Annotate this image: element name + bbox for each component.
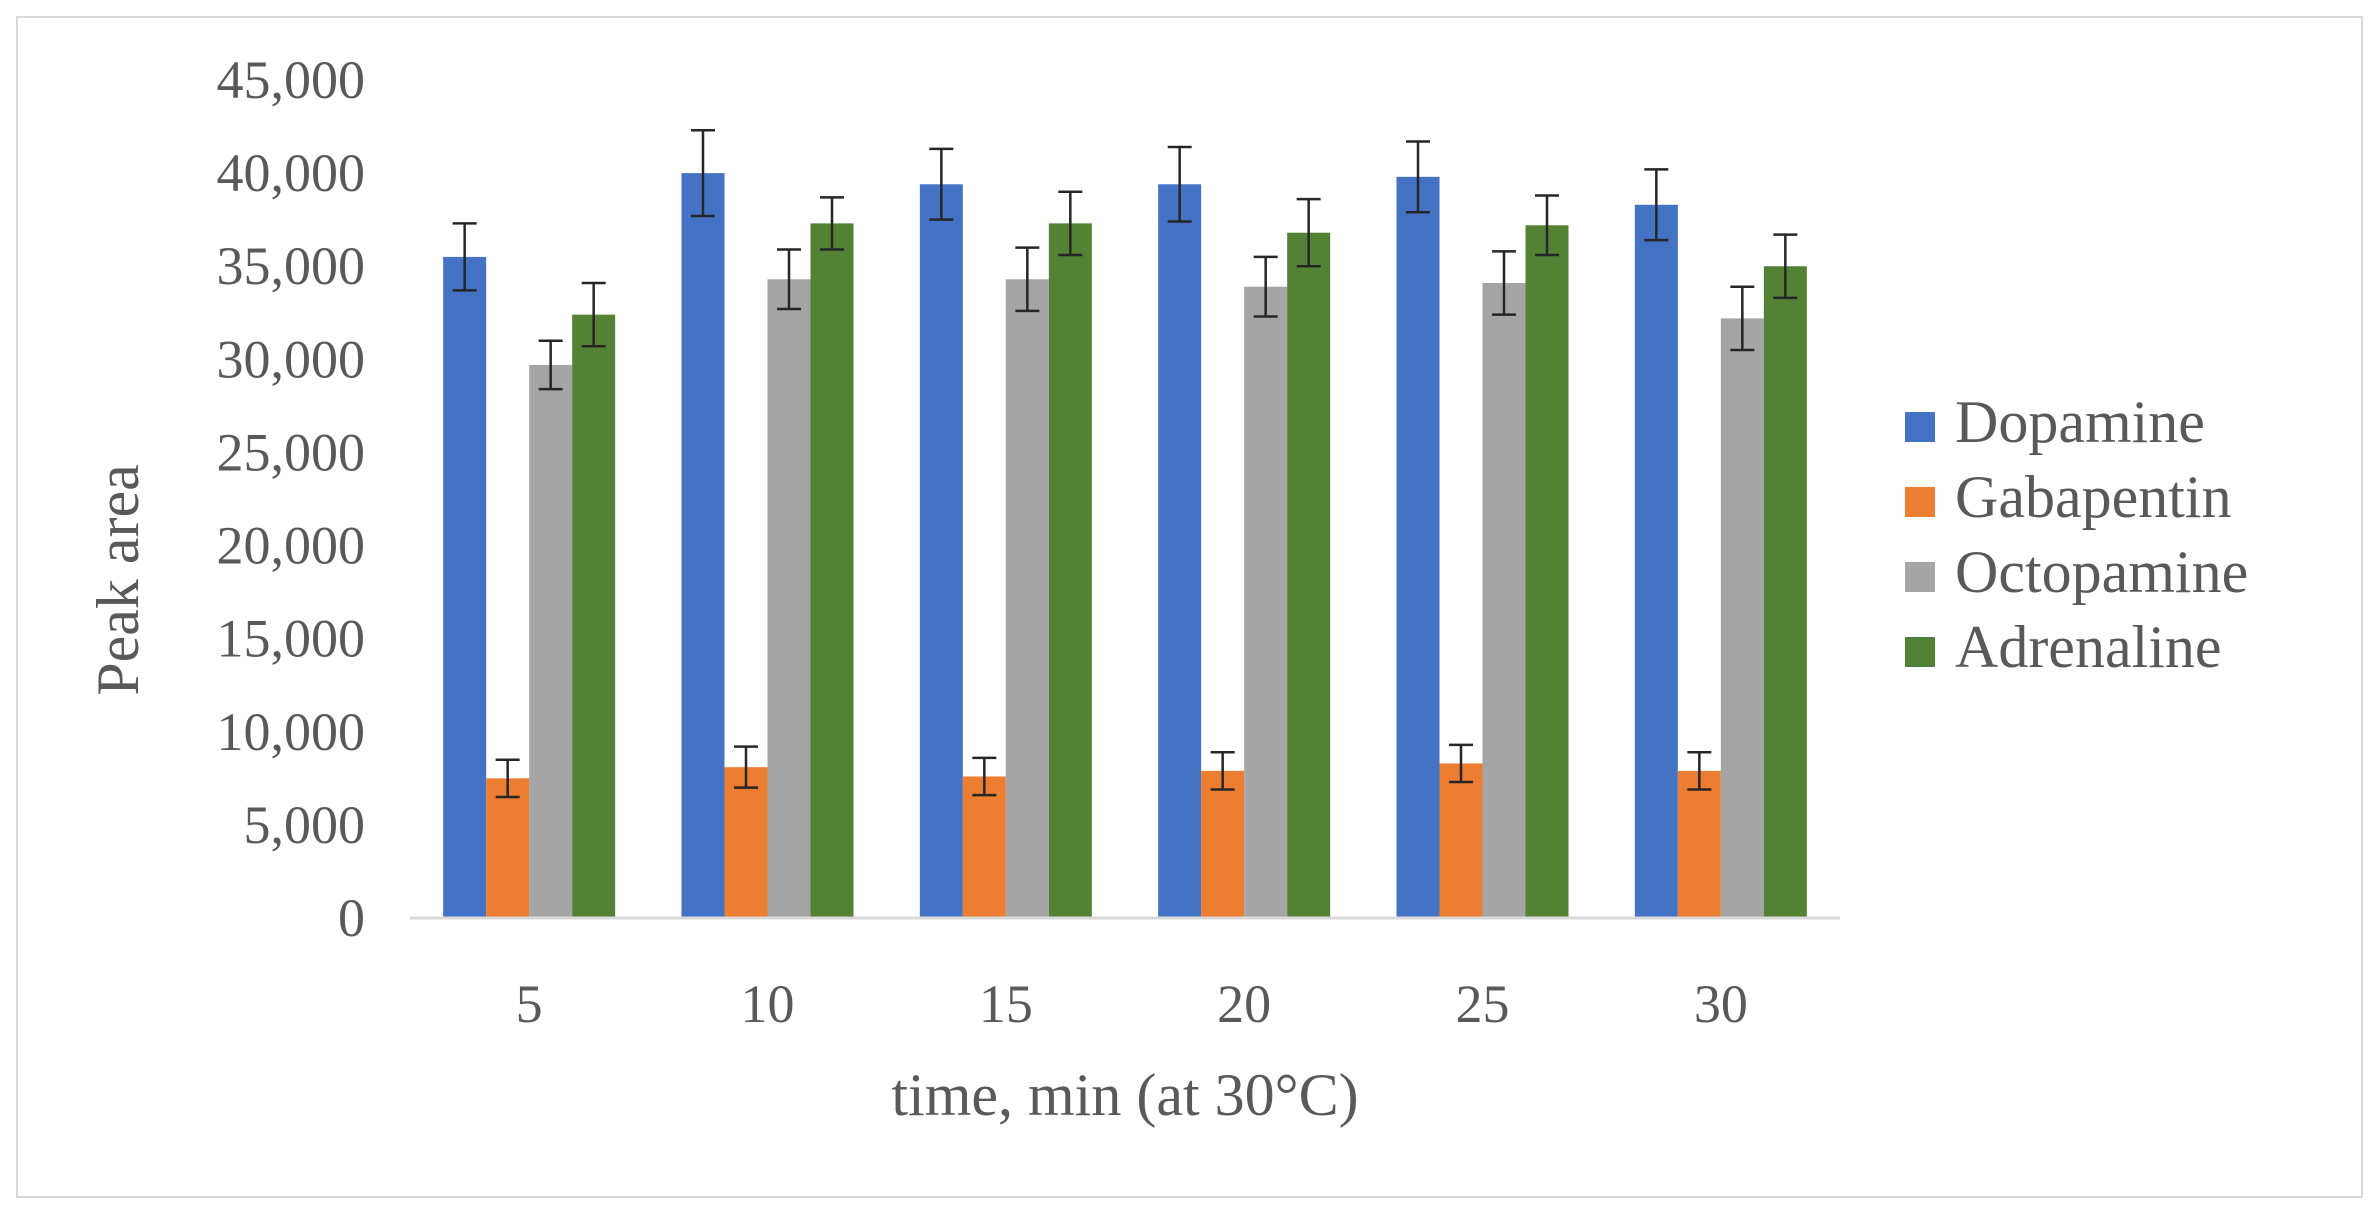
y-tick-label: 35,000 xyxy=(217,236,366,296)
x-tick-label: 20 xyxy=(1217,974,1271,1034)
y-tick-label: 30,000 xyxy=(217,329,366,389)
legend-label: Gabapentin xyxy=(1955,464,2232,530)
error-bar-adrenaline-15 xyxy=(1058,190,1083,257)
bar-adrenaline-25 xyxy=(1525,225,1569,919)
legend-item-octopamine: Octopamine xyxy=(1905,539,2248,605)
error-bar-dopamine-20 xyxy=(1167,145,1192,223)
y-tick-label: 25,000 xyxy=(217,422,366,482)
bar-gabapentin-10 xyxy=(724,767,768,918)
error-bar-adrenaline-25 xyxy=(1535,194,1559,257)
bar-dopamine-10 xyxy=(681,173,725,919)
bar-dopamine-30 xyxy=(1634,204,1678,918)
error-bar-dopamine-10 xyxy=(691,129,715,218)
bar-adrenaline-10 xyxy=(810,223,854,918)
error-bars xyxy=(452,129,1798,799)
bar-adrenaline-20 xyxy=(1287,232,1331,919)
x-axis-title: time, min (at 30°C) xyxy=(891,1062,1358,1128)
bar-gabapentin-25 xyxy=(1439,763,1483,918)
bar-octopamine-5 xyxy=(529,364,573,918)
error-bar-octopamine-5 xyxy=(538,339,563,391)
y-tick-label: 5,000 xyxy=(244,795,366,855)
legend-swatch xyxy=(1905,412,1935,442)
legend-item-gabapentin: Gabapentin xyxy=(1905,464,2232,530)
legend-label: Octopamine xyxy=(1955,539,2248,605)
y-axis-title: Peak area xyxy=(85,464,151,696)
error-bar-dopamine-15 xyxy=(929,147,954,221)
legend: Dopamine Gabapentin Octopamine Adrenaline xyxy=(1905,389,2248,680)
error-bar-gabapentin-5 xyxy=(495,758,520,799)
bar-adrenaline-30 xyxy=(1763,266,1807,918)
error-bar-adrenaline-5 xyxy=(581,281,606,348)
y-tick-label: 10,000 xyxy=(217,702,366,762)
error-bar-gabapentin-25 xyxy=(1449,743,1473,784)
x-tick-label: 5 xyxy=(516,974,543,1034)
bar-gabapentin-15 xyxy=(962,776,1006,918)
bar-octopamine-10 xyxy=(767,279,811,918)
error-bar-adrenaline-10 xyxy=(820,196,844,251)
error-bar-dopamine-5 xyxy=(452,222,477,292)
legend-label: Adrenaline xyxy=(1955,614,2222,680)
bar-dopamine-5 xyxy=(443,256,487,918)
y-axis-ticks: 0 5,000 10,000 15,000 20,000 25,000 30,000 35,0… xyxy=(217,50,366,948)
error-bar-gabapentin-20 xyxy=(1210,751,1235,791)
error-bar-dopamine-30 xyxy=(1644,168,1669,242)
legend-label: Dopamine xyxy=(1955,389,2205,455)
error-bar-octopamine-10 xyxy=(777,248,801,311)
bar-gabapentin-20 xyxy=(1201,770,1245,918)
legend-swatch xyxy=(1905,487,1935,517)
error-bar-octopamine-25 xyxy=(1492,250,1516,316)
legend-item-adrenaline: Adrenaline xyxy=(1905,614,2222,680)
error-bar-gabapentin-15 xyxy=(972,756,997,797)
bar-adrenaline-15 xyxy=(1048,223,1092,918)
error-bar-octopamine-20 xyxy=(1253,255,1278,318)
y-tick-label: 45,000 xyxy=(217,50,366,110)
bar-dopamine-20 xyxy=(1158,184,1202,919)
legend-item-dopamine: Dopamine xyxy=(1905,389,2205,455)
error-bar-gabapentin-10 xyxy=(734,745,758,789)
error-bar-adrenaline-20 xyxy=(1296,197,1321,268)
bars xyxy=(443,173,1807,919)
bar-octopamine-15 xyxy=(1005,279,1049,918)
bar-octopamine-25 xyxy=(1482,282,1526,919)
error-bar-gabapentin-30 xyxy=(1687,751,1712,791)
y-tick-label: 0 xyxy=(338,888,365,948)
bar-octopamine-30 xyxy=(1720,318,1764,918)
y-tick-label: 40,000 xyxy=(217,143,366,203)
y-tick-label: 20,000 xyxy=(217,516,366,576)
bar-octopamine-20 xyxy=(1244,286,1288,918)
x-tick-label: 15 xyxy=(979,974,1033,1034)
legend-swatch xyxy=(1905,562,1935,592)
y-tick-label: 15,000 xyxy=(217,609,366,669)
bar-dopamine-15 xyxy=(919,184,963,919)
x-axis-ticks: 5 10 15 20 25 30 xyxy=(516,974,1748,1034)
bar-dopamine-25 xyxy=(1396,176,1440,918)
x-tick-label: 30 xyxy=(1694,974,1748,1034)
legend-swatch xyxy=(1905,637,1935,667)
error-bar-dopamine-25 xyxy=(1406,140,1430,214)
bar-adrenaline-5 xyxy=(572,314,616,918)
error-bar-octopamine-15 xyxy=(1015,246,1040,313)
x-tick-label: 25 xyxy=(1456,974,1510,1034)
error-bar-adrenaline-30 xyxy=(1773,233,1798,300)
bar-gabapentin-5 xyxy=(486,778,530,918)
error-bar-octopamine-30 xyxy=(1730,285,1755,352)
bar-gabapentin-30 xyxy=(1677,770,1721,918)
x-tick-label: 10 xyxy=(741,974,795,1034)
